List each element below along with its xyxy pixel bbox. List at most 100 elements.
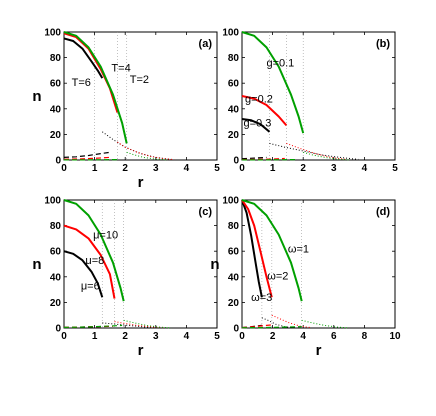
y-tick-label: 60 [50, 247, 62, 258]
y-tick-label: 20 [50, 298, 62, 309]
y-tick-label: 60 [228, 79, 240, 90]
x-tick-label: 4 [184, 331, 190, 342]
curve-annotation: ω=2 [267, 270, 288, 282]
condensate-line [241, 199, 263, 298]
series-3 [63, 31, 169, 161]
y-axis-label: n [32, 256, 41, 273]
curve-annotation: g=0.1 [266, 58, 294, 70]
dashed-line [63, 151, 110, 158]
condensate-line [241, 95, 288, 127]
x-axis-label: r [138, 342, 144, 359]
dashed-line [241, 326, 302, 329]
y-axis-label: n [32, 88, 41, 105]
condensate-line [241, 31, 305, 134]
y-tick-label: 100 [222, 28, 239, 39]
series-3 [241, 199, 350, 329]
curve-annotation: T=4 [111, 63, 130, 75]
thermal-dotted-line [102, 322, 162, 329]
thermal-dotted-line [301, 319, 350, 329]
y-tick-label: 40 [50, 104, 62, 115]
x-tick-label: 1 [92, 331, 98, 342]
series-1 [241, 118, 359, 160]
panel-label: (d) [376, 206, 390, 218]
x-tick-label: 5 [214, 163, 220, 174]
series-3 [63, 199, 172, 329]
y-tick-label: 40 [50, 272, 62, 283]
x-tick-label: 0 [61, 331, 67, 342]
x-tick-label: 4 [362, 163, 368, 174]
x-tick-label: 5 [392, 163, 398, 174]
x-tick-label: 1 [92, 163, 98, 174]
panel-3: 0 1 2 3 4 5 0 20 40 60 80 100 r n (c) μ=10 μ=8 μ=6 [32, 196, 220, 360]
curve-annotation: ω=1 [288, 243, 309, 255]
x-tick-label: 2 [270, 331, 276, 342]
curve-annotation: g=0.3 [244, 118, 272, 130]
x-tick-label: 2 [122, 163, 128, 174]
thermal-dotted-line [123, 319, 172, 329]
thermal-dotted-line [261, 317, 293, 329]
curve-annotation: μ=10 [93, 229, 118, 241]
condensate-line [63, 31, 128, 144]
y-tick-label: 0 [233, 324, 239, 335]
y-tick-label: 0 [55, 324, 61, 335]
condensate-line [63, 224, 116, 299]
y-tick-label: 60 [50, 79, 62, 90]
x-tick-label: 5 [214, 331, 220, 342]
axes-box [63, 199, 218, 329]
thermal-dotted-line [286, 142, 347, 160]
curve-annotation: T=2 [130, 74, 149, 86]
curve-annotation: ω=3 [251, 292, 272, 304]
thermal-dotted-line [102, 131, 172, 160]
y-tick-label: 80 [50, 221, 62, 232]
y-tick-label: 0 [233, 156, 239, 167]
x-tick-label: 2 [122, 331, 128, 342]
y-tick-label: 40 [228, 104, 240, 115]
x-tick-label: 4 [184, 163, 190, 174]
x-axis-label: r [138, 174, 144, 191]
x-tick-label: 2 [300, 163, 306, 174]
x-axis-label: r [316, 342, 322, 359]
x-tick-label: 3 [331, 163, 337, 174]
dashed-line [241, 324, 273, 329]
x-tick-label: 8 [362, 331, 368, 342]
y-tick-label: 20 [228, 298, 240, 309]
x-tick-label: 6 [331, 331, 337, 342]
axes-box [241, 199, 396, 329]
condensate-line [241, 199, 303, 302]
thermal-dotted-line [114, 321, 166, 329]
series-1 [241, 199, 293, 329]
x-tick-label: 1 [270, 163, 276, 174]
condensate-line [63, 37, 104, 79]
thermal-dotted-line [269, 142, 359, 160]
x-tick-label: 3 [153, 163, 159, 174]
x-tick-label: 0 [239, 163, 245, 174]
dashed-line [241, 156, 267, 160]
x-tick-label: 4 [300, 331, 306, 342]
dashed-line [63, 156, 110, 160]
condensate-line [63, 199, 125, 302]
panel-label: (c) [199, 206, 213, 218]
panel-1: 0 1 2 3 4 5 0 20 40 60 80 100 r n (a) T=6 T=4T=2 [32, 28, 220, 192]
series-2 [63, 32, 175, 161]
series-3 [241, 31, 350, 161]
y-tick-label: 100 [44, 28, 61, 39]
series-2 [241, 95, 347, 161]
y-tick-label: 80 [228, 53, 240, 64]
series-2 [241, 199, 311, 329]
condensate-line [63, 250, 104, 298]
condensate-line [63, 32, 119, 113]
y-tick-label: 80 [228, 221, 240, 232]
panel-label: (b) [376, 38, 390, 50]
axes-box [63, 31, 218, 161]
y-tick-label: 40 [228, 272, 240, 283]
condensate-line [241, 118, 271, 133]
condensate-line [241, 199, 273, 298]
x-tick-label: 0 [61, 163, 67, 174]
y-tick-label: 20 [50, 130, 62, 141]
y-tick-label: 100 [44, 196, 61, 207]
panel-2: 0 1 2 3 4 5 0 20 40 60 80 100 (b) g=0.1 g=0.2 g=0.3 [222, 28, 398, 175]
dashed-line [241, 157, 285, 161]
thermal-dotted-line [117, 141, 175, 161]
